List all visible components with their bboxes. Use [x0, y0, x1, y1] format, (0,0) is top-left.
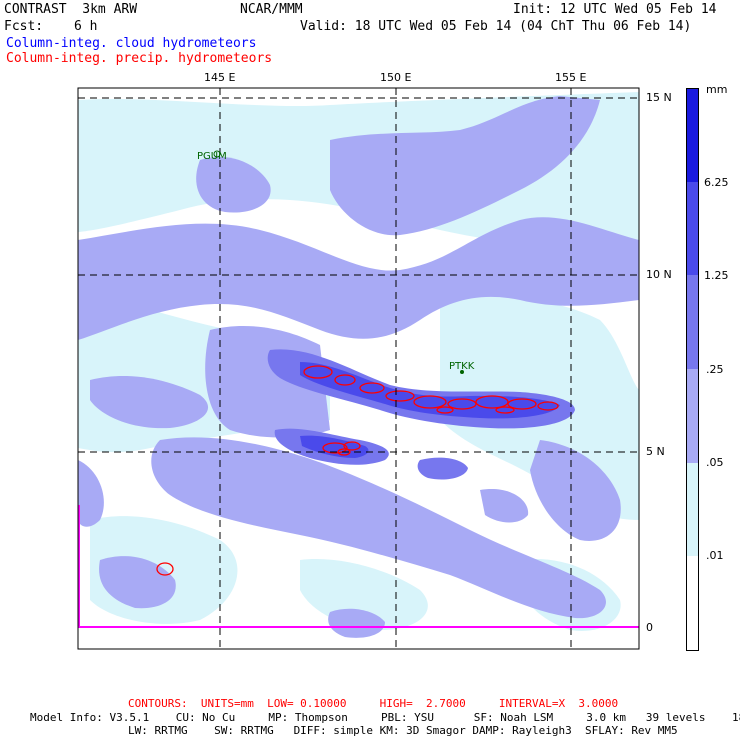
lat-tick-label: 15 N — [646, 91, 672, 104]
legend-label: .01 — [706, 549, 724, 562]
station-marker-pgum — [213, 150, 221, 158]
legend-colorbar — [686, 88, 699, 651]
model-title: CONTRAST 3km ARW — [4, 2, 138, 17]
legend-swatch-level-4 — [687, 275, 698, 369]
map-frame — [77, 87, 640, 650]
lon-tick-label: 145 E — [204, 71, 236, 84]
domain-boundary — [78, 505, 639, 628]
field-cloud-title: Column-integ. cloud hydrometeors — [6, 36, 257, 51]
legend-swatch-level-6 — [687, 89, 698, 182]
station-label-ptkk: PTKK — [449, 361, 475, 372]
legend-unit: mm — [706, 83, 728, 96]
valid-time: Valid: 18 UTC Wed 05 Feb 14 (04 ChT Thu … — [300, 19, 692, 34]
legend-label: .25 — [706, 363, 724, 376]
legend-label: 1.25 — [704, 269, 729, 282]
lat-tick-label: 0 — [646, 621, 653, 634]
precip-contours — [156, 365, 559, 576]
station-label-pgum: PGUM — [197, 151, 227, 162]
init-time: Init: 12 UTC Wed 05 Feb 14 — [513, 2, 717, 17]
legend-label: .05 — [706, 456, 724, 469]
model-info-line-2: LW: RRTMG SW: RRTMG DIFF: simple KM: 3D … — [128, 724, 678, 737]
station-marker-ptkk — [460, 370, 464, 374]
legend-swatch-level-2 — [687, 463, 698, 556]
forecast-hour: 6 h — [74, 19, 98, 34]
lat-lon-grid — [78, 88, 639, 649]
cloud-field — [78, 88, 639, 649]
model-info-line-1: Model Info: V3.5.1 CU: No Cu MP: Thompso… — [30, 711, 740, 724]
legend-swatch-level-5 — [687, 182, 698, 275]
field-precip-title: Column-integ. precip. hydrometeors — [6, 51, 273, 66]
center-name: NCAR/MMM — [240, 2, 303, 17]
lon-tick-label: 150 E — [380, 71, 412, 84]
lon-tick-label: 155 E — [555, 71, 587, 84]
legend-swatch-level-1 — [687, 556, 698, 650]
legend-swatch-level-3 — [687, 369, 698, 463]
lat-tick-label: 10 N — [646, 268, 672, 281]
contour-info: CONTOURS: UNITS=mm LOW= 0.10000 HIGH= 2.… — [128, 697, 619, 710]
forecast-label: Fcst: — [4, 19, 44, 34]
lat-tick-label: 5 N — [646, 445, 665, 458]
legend-label: 6.25 — [704, 176, 729, 189]
